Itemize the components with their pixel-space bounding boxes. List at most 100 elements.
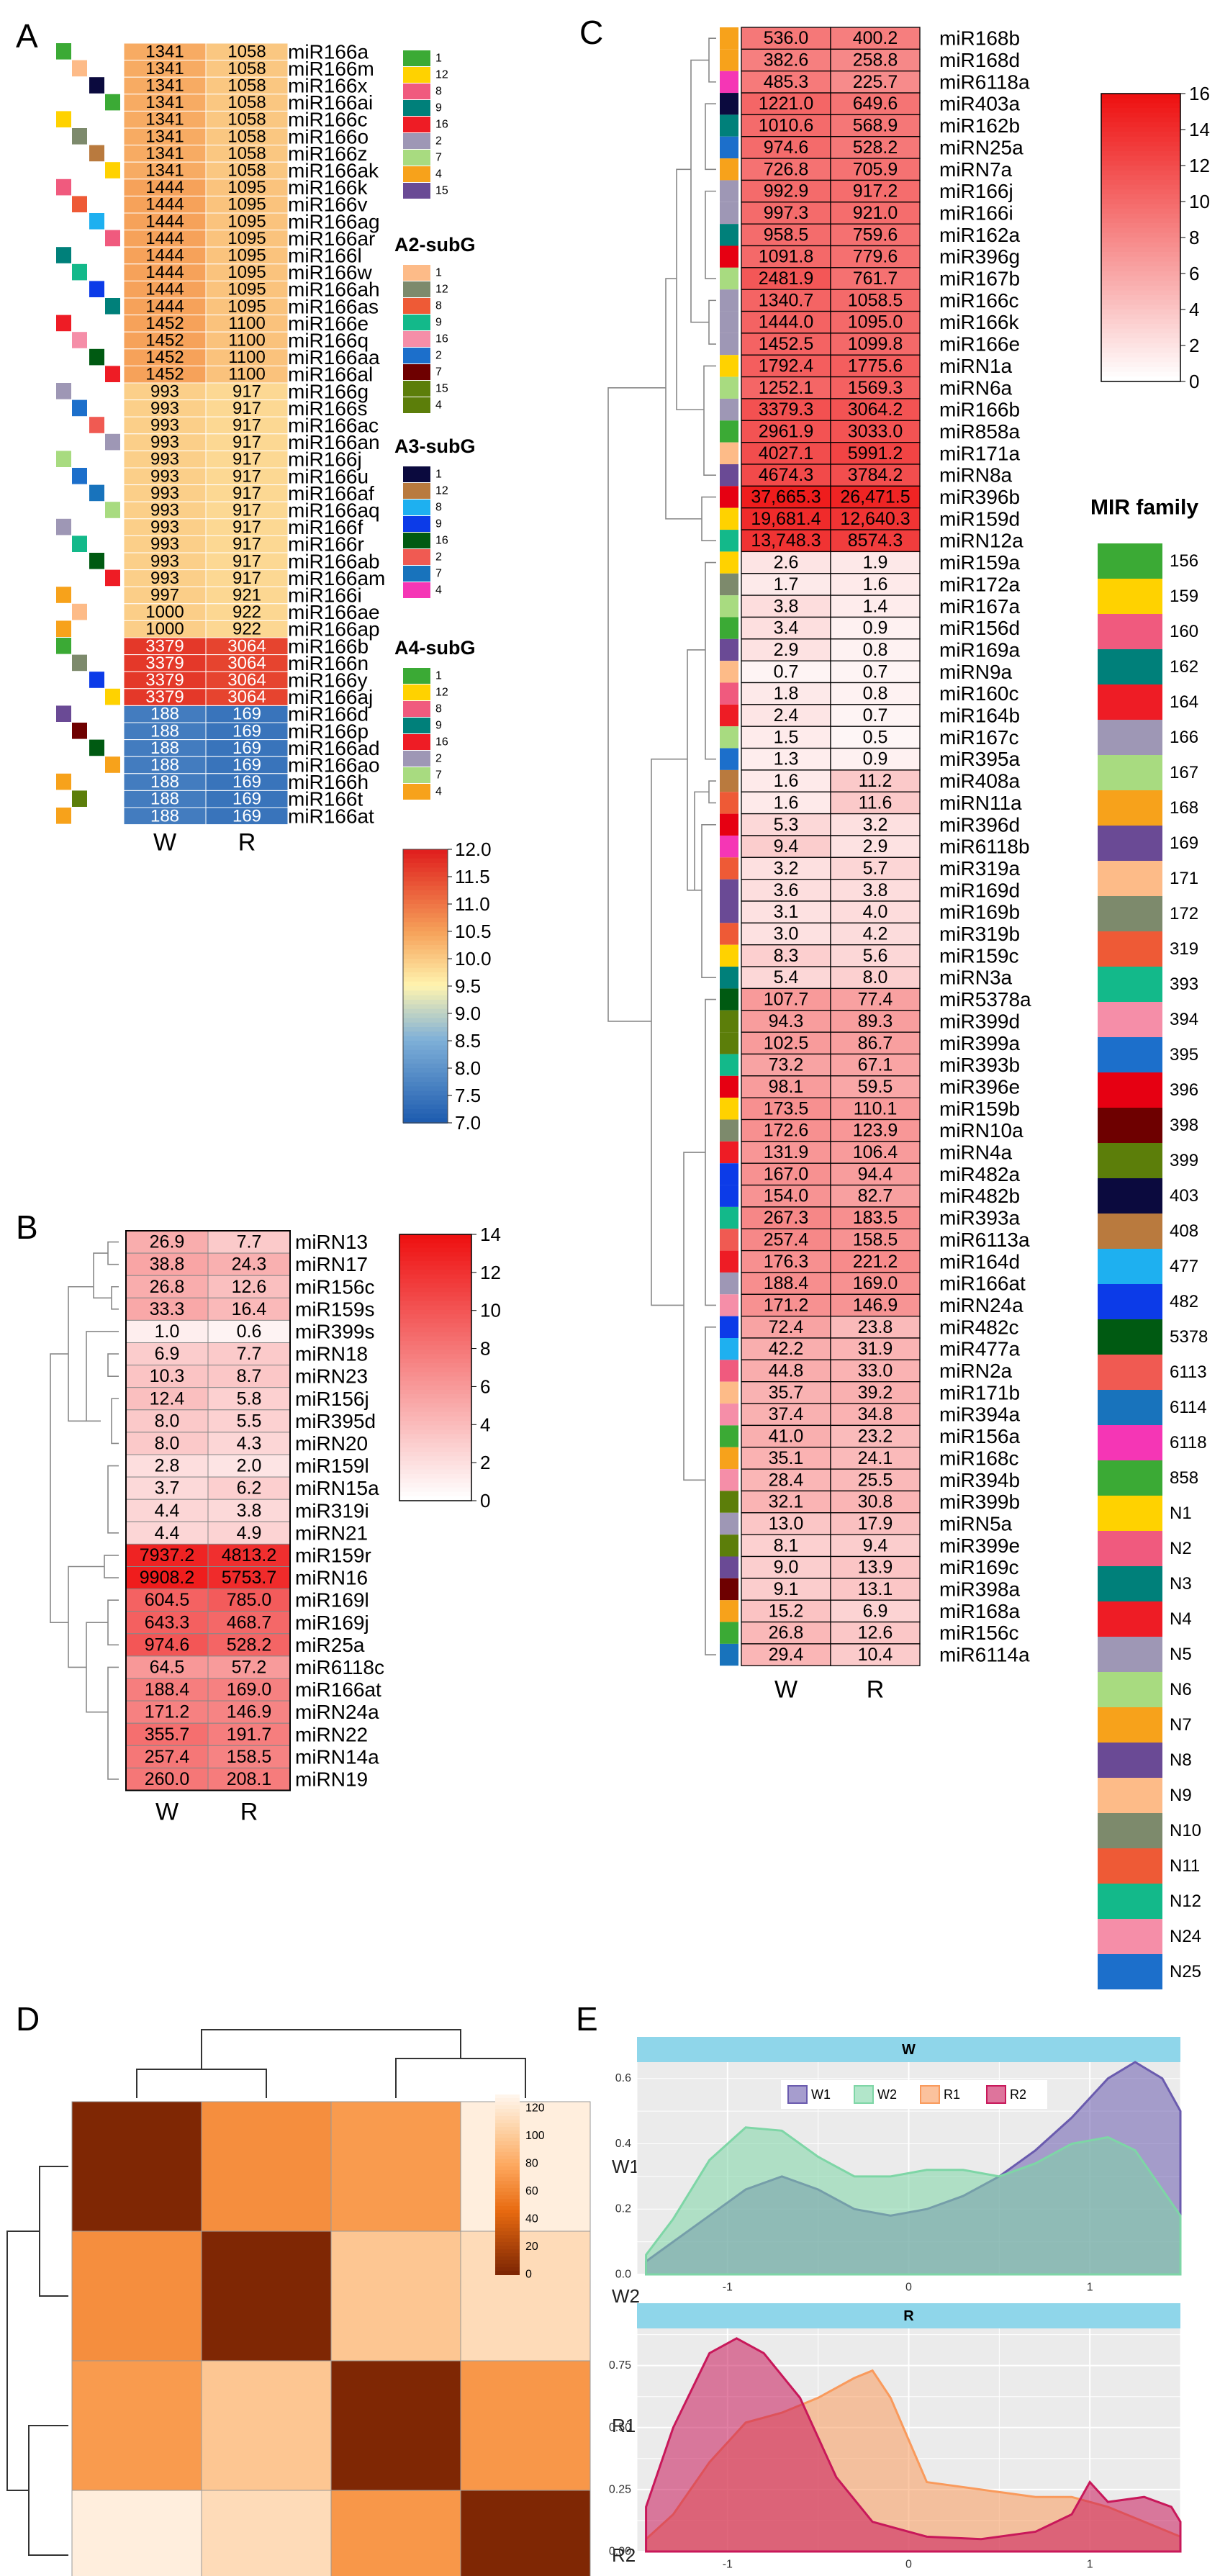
- panel-d-dendrogram-left: [28, 2425, 68, 2556]
- panel-a-value-r: 917: [232, 416, 261, 435]
- panel-b-colorbar-band: [399, 1438, 471, 1444]
- panel-c-value-w: 1221.0: [759, 94, 813, 114]
- panel-c-family-track-cell: [720, 398, 738, 421]
- panel-a-legend-swatch: [403, 668, 430, 684]
- panel-c-cell-r: [830, 1424, 921, 1448]
- panel-a-colorbar-band: [403, 1068, 448, 1074]
- panel-c-value-w: 41.0: [769, 1427, 804, 1447]
- panel-a-track-cell: [56, 451, 71, 467]
- panel-c-cell-r: [830, 1512, 921, 1535]
- panel-c-cell-r: [830, 726, 921, 749]
- panel-c-value-r: 4.2: [863, 924, 888, 944]
- panel-a-colorbar-band: [403, 926, 448, 932]
- panel-c-colorbar-band: [1101, 295, 1180, 301]
- panel-c-value-w: 98.1: [769, 1077, 804, 1097]
- panel-b-cell-w: [125, 1230, 209, 1254]
- panel-b-colorbar-band: [399, 1474, 471, 1480]
- panel-c-family-track-cell: [720, 1163, 738, 1185]
- panel-a-colorbar-band: [403, 1118, 448, 1124]
- panel-d-dendrogram-left: [6, 2231, 40, 2491]
- panel-c-value-w: 1340.7: [759, 290, 813, 310]
- panel-c-colorbar-band: [1101, 343, 1180, 349]
- panel-a-row-label: miR166ac: [288, 415, 379, 437]
- panel-a-row-label: miR166ap: [288, 618, 380, 641]
- panel-b-value-r: 785.0: [227, 1590, 272, 1610]
- panel-a-colorbar-label: 11.0: [455, 893, 490, 915]
- panel-a-row-label: miR166ar: [288, 227, 375, 250]
- panel-c-cell-w: [741, 769, 831, 792]
- panel-c-colorbar-band: [1101, 376, 1180, 382]
- panel-c-value-r: 23.8: [858, 1317, 893, 1337]
- panel-d-colorbar-band: [495, 2134, 520, 2138]
- panel-c-family-legend-key: N9: [1170, 1786, 1192, 1805]
- panel-c-row-label: miR156d: [939, 617, 1020, 639]
- panel-c-family-legend-swatch: [1098, 1108, 1162, 1143]
- panel-c-cell-r: [830, 1141, 921, 1164]
- panel-c-value-r: 158.5: [853, 1229, 898, 1249]
- panel-a-legend-swatch: [403, 281, 430, 297]
- panel-c-value-r: 9.4: [863, 1535, 888, 1555]
- panel-c-colorbar-band: [1101, 266, 1180, 272]
- panel-c-family-track-cell: [720, 114, 738, 137]
- panel-e-ytick-label: 0.50: [609, 2421, 631, 2433]
- panel-label-A: A: [16, 17, 38, 55]
- panel-c-row-label: miR482c: [939, 1316, 1018, 1338]
- panel-c-cell-w: [741, 310, 831, 334]
- panel-b-colorbar-band: [399, 1256, 471, 1262]
- panel-c-family-legend-swatch: [1098, 1496, 1162, 1531]
- panel-b-row-label: miRN21: [295, 1522, 368, 1544]
- panel-a-colorbar-band: [403, 940, 448, 946]
- panel-b-dendrogram-branch: [86, 1622, 108, 1713]
- panel-a-row-label: miR166am: [288, 567, 385, 589]
- panel-c-row-label: miR159a: [939, 551, 1020, 574]
- panel-a-colorbar-band: [403, 1045, 448, 1051]
- panel-a-track-cell: [72, 603, 87, 620]
- panel-c-family-legend-swatch: [1098, 1531, 1162, 1566]
- panel-b-colorbar-band: [399, 1296, 471, 1302]
- panel-e-xtick-label: -1: [723, 2559, 733, 2571]
- panel-c-cell-r: [830, 1097, 921, 1121]
- panel-c-value-w: 1.6: [774, 792, 799, 813]
- panel-a-colorbar-label: 8.5: [455, 1030, 481, 1052]
- panel-b-colorbar-band: [399, 1491, 471, 1497]
- panel-a-value-w: 3379: [145, 687, 184, 707]
- panel-c-family-legend-key: N3: [1170, 1574, 1192, 1594]
- panel-b-row-label: miR166at: [295, 1678, 381, 1701]
- panel-d-colorbar-band: [495, 2256, 520, 2261]
- panel-a-track-cell: [56, 247, 71, 263]
- panel-b-row-label: miRN24a: [295, 1701, 379, 1723]
- panel-a-value-w: 188: [150, 756, 179, 775]
- panel-a-legend-swatch: [403, 83, 430, 99]
- panel-b-row-label: miRN18: [295, 1343, 368, 1365]
- panel-d-dendrogram-top: [201, 2029, 461, 2069]
- panel-a-legend-key: 7: [435, 568, 442, 580]
- panel-a-value-w: 3379: [145, 654, 184, 673]
- panel-c-family-track-cell: [720, 704, 738, 727]
- panel-a-track-cell: [56, 638, 71, 654]
- panel-c-family-legend-swatch: [1098, 649, 1162, 684]
- panel-a-track-cell: [72, 128, 87, 145]
- panel-c-family-track-cell: [720, 442, 738, 464]
- panel-c-cell-w: [741, 791, 831, 815]
- panel-b-row-label: miRN19: [295, 1768, 368, 1790]
- panel-c-family-legend-key: N4: [1170, 1609, 1192, 1629]
- panel-a-row-label: miR166p: [288, 720, 369, 742]
- panel-a-track-cell: [89, 553, 104, 569]
- panel-c-dendrogram-branch: [687, 649, 705, 891]
- panel-c-row-label: miRN8a: [939, 464, 1013, 487]
- panel-b-value-w: 9908.2: [140, 1568, 194, 1588]
- panel-c-family-track-cell: [720, 202, 738, 225]
- panel-c-value-w: 257.4: [764, 1229, 809, 1249]
- panel-a-colorbar-band: [403, 1100, 448, 1106]
- panel-b-cell-w: [125, 1521, 209, 1545]
- panel-c-value-r: 0.7: [863, 661, 888, 682]
- panel-a-row-label: miR166d: [288, 703, 369, 726]
- panel-c-value-r: 5991.2: [848, 443, 903, 464]
- panel-d-colorbar-band: [495, 2159, 520, 2164]
- panel-c-cell-r: [830, 179, 921, 203]
- panel-c-value-w: 35.7: [769, 1383, 804, 1403]
- panel-a-legend-swatch: [403, 166, 430, 182]
- panel-c-family-legend-key: 169: [1170, 833, 1198, 853]
- panel-c-cell-r: [830, 551, 921, 574]
- panel-d-colorbar-band: [495, 2267, 520, 2272]
